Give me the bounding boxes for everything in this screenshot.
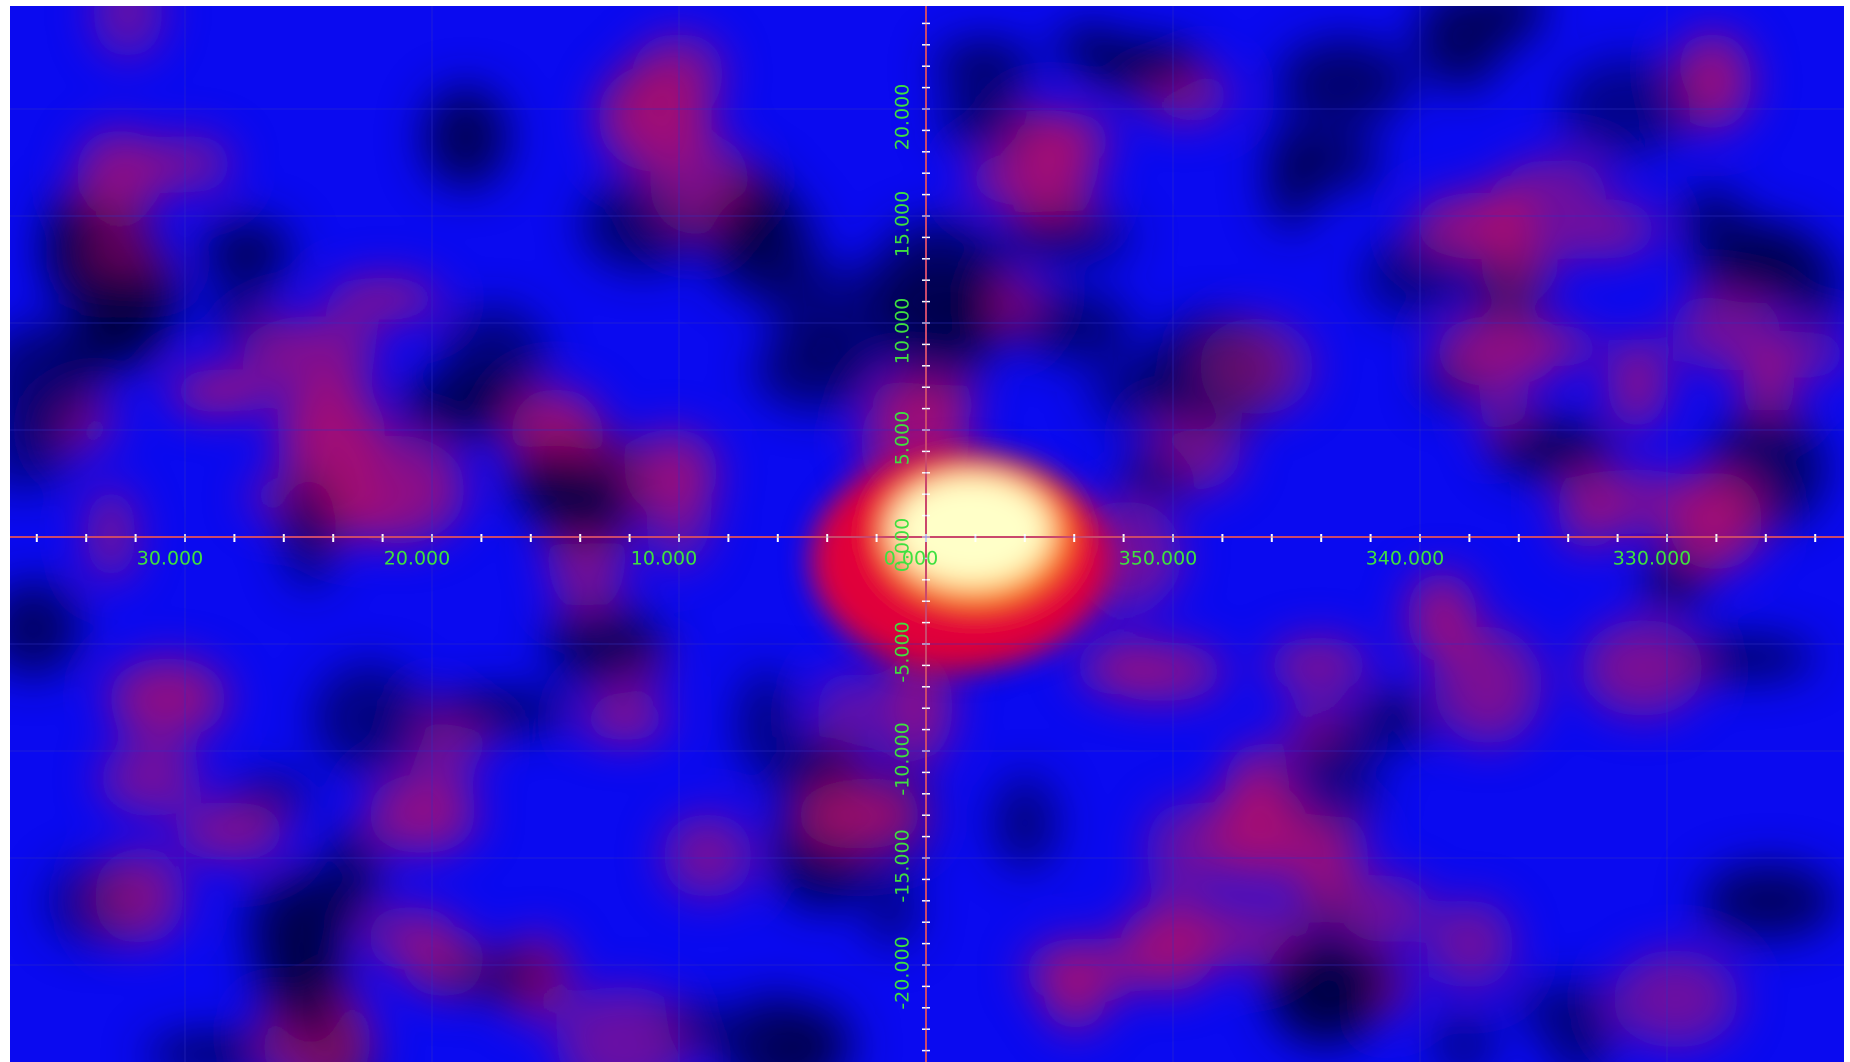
dark-patch <box>1269 947 1380 1048</box>
x-label: 340.000 <box>1366 548 1445 570</box>
red-patch <box>1098 642 1225 701</box>
red-patch <box>107 658 228 739</box>
dark-patch <box>938 97 1026 143</box>
y-label: 5.000 <box>892 411 914 465</box>
red-patch <box>331 436 466 544</box>
red-patch <box>75 129 164 219</box>
dark-patch <box>201 218 293 288</box>
red-patch <box>625 428 719 516</box>
dark-patch <box>1491 418 1613 479</box>
red-patch <box>176 802 287 861</box>
dark-patch <box>1084 38 1201 92</box>
dark-patch <box>423 86 509 189</box>
dark-patch <box>993 776 1058 871</box>
dark-patch <box>1560 58 1690 158</box>
dark-patch <box>437 690 573 730</box>
red-patch <box>1539 198 1659 259</box>
dark-patch <box>1018 291 1133 362</box>
dark-patch <box>442 306 547 401</box>
dark-patch <box>42 189 96 306</box>
y-label: -15.000 <box>892 829 914 902</box>
source <box>810 450 1110 670</box>
x-label: 330.000 <box>1613 548 1692 570</box>
red-patch <box>169 368 272 413</box>
x-label: 20.000 <box>384 548 450 570</box>
y-label: 10.000 <box>892 298 914 364</box>
y-label: 15.000 <box>892 191 914 257</box>
y-label: -5.000 <box>892 621 914 682</box>
sky-map: 30.000 20.000 10.000 0.000 350.000 340.000 330… <box>0 0 1850 1062</box>
dark-patch <box>511 444 598 518</box>
red-patch <box>662 813 753 898</box>
dark-patch <box>77 294 168 366</box>
red-patch <box>1581 619 1705 716</box>
dark-patch <box>998 210 1134 264</box>
dark-patch <box>1700 863 1836 939</box>
red-patch <box>94 849 185 945</box>
red-patch <box>1427 899 1514 989</box>
red-patch <box>1434 315 1560 387</box>
image <box>0 0 1849 1062</box>
red-patch <box>367 774 478 854</box>
dark-patch <box>1277 38 1411 127</box>
red-patch <box>1267 637 1370 694</box>
x-label: 30.000 <box>137 548 203 570</box>
red-patch <box>1014 112 1112 170</box>
red-patch <box>326 276 442 321</box>
dark-patch <box>1677 186 1748 250</box>
red-patch <box>403 925 485 998</box>
red-patch <box>1413 193 1542 259</box>
dark-patch <box>1289 130 1382 193</box>
dark-patch <box>754 331 876 410</box>
red-patch <box>1608 335 1668 431</box>
x-label: 350.000 <box>1119 548 1198 570</box>
x-label: 10.000 <box>631 548 697 570</box>
red-patch <box>1198 317 1315 415</box>
red-patch <box>581 696 669 742</box>
red-patch <box>1510 159 1606 200</box>
dark-patch <box>312 662 427 774</box>
red-patch <box>1407 571 1477 661</box>
dark-patch <box>1785 243 1843 328</box>
dark-patch <box>285 939 339 1051</box>
dark-patch <box>710 192 816 301</box>
dark-patch <box>284 472 336 589</box>
y-label: 20.000 <box>892 84 914 150</box>
red-patch <box>1206 778 1309 882</box>
y-label: 0.000 <box>892 518 914 572</box>
y-label: -20.000 <box>892 936 914 1009</box>
red-patch <box>86 485 136 582</box>
red-patch <box>1043 945 1107 1032</box>
dark-patch <box>934 39 1035 93</box>
red-patch <box>243 316 379 389</box>
y-label: -10.000 <box>892 722 914 795</box>
dark-patch <box>1115 452 1192 501</box>
red-patch <box>1612 950 1740 1049</box>
dark-patch <box>328 824 379 926</box>
dark-patch <box>664 1003 733 1051</box>
red-patch <box>99 743 202 815</box>
